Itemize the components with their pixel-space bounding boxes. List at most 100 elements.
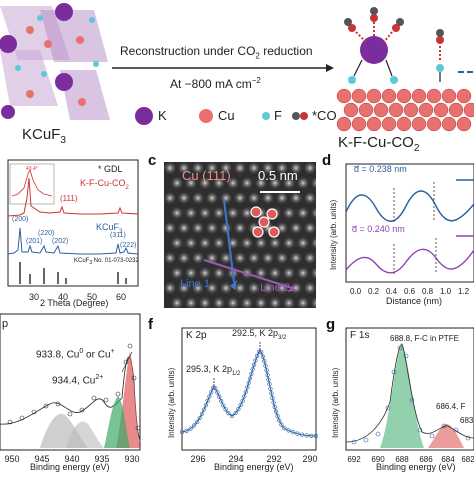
lattice-spot xyxy=(191,191,205,205)
k2p-svg: 296 294 292 290 Intensity (arb. units) xyxy=(167,327,319,464)
xrd-xtick: 60 xyxy=(116,292,126,302)
cu-atom xyxy=(441,88,457,104)
lattice-spot xyxy=(170,296,184,308)
cu-atom xyxy=(388,102,404,118)
k2p-point xyxy=(266,377,271,382)
k2p-xtick: 296 xyxy=(190,454,205,464)
profile-xtick: 1.0 xyxy=(440,287,452,296)
k2p-point xyxy=(279,422,284,427)
k2p-point xyxy=(254,353,260,359)
lattice-spot xyxy=(233,221,247,235)
lattice-spot xyxy=(275,251,289,265)
lattice-spot xyxy=(289,221,303,235)
lattice-spot xyxy=(219,221,233,235)
k2p-point xyxy=(260,354,266,359)
lattice-spot xyxy=(240,176,254,190)
lattice-spot xyxy=(289,191,303,205)
xrd-trace-top xyxy=(7,177,139,217)
lattice-spot xyxy=(233,162,247,175)
lattice-spot xyxy=(177,162,191,175)
k2p-xtick: 294 xyxy=(228,454,243,464)
xrd-peak-label: (311) xyxy=(110,232,126,239)
kcuf3-label: KCuF3 xyxy=(22,126,66,146)
hrtem-scale: 0.5 nm xyxy=(258,168,298,183)
scheme-legend xyxy=(135,107,308,125)
lattice-spot xyxy=(198,266,212,280)
arrow-text-2: At −800 mA cm−2 xyxy=(170,76,261,91)
legend-co-icon xyxy=(292,112,300,120)
lattice-spot xyxy=(247,162,261,175)
cu-atom xyxy=(336,88,352,104)
arrow-text-1: Reconstruction under CO2 reduction xyxy=(120,44,313,61)
lattice-spot xyxy=(226,176,240,190)
cu-atom xyxy=(396,88,412,104)
cu-atom xyxy=(343,102,359,118)
k2p-point xyxy=(184,428,189,433)
k2p-title: K 2p xyxy=(186,330,207,341)
panel-g-letter: g xyxy=(326,316,336,333)
cu-atom xyxy=(351,116,367,132)
cu-atom xyxy=(366,116,382,132)
legend-k-label: K xyxy=(158,108,167,123)
f1s-ann1: 688.8, F-C in PTFE xyxy=(390,334,459,343)
lattice-spot xyxy=(198,206,212,220)
lattice-spot xyxy=(303,162,316,175)
lattice-spot xyxy=(177,281,191,295)
lattice-spot xyxy=(212,296,226,308)
f1s-xtick: 688 xyxy=(395,455,409,464)
k2p-point xyxy=(219,398,224,404)
panel-c-letter: c xyxy=(148,152,157,169)
profiles-svg: 0.0 0.2 0.4 0.6 0.8 1.0 1.2 Intensity (a… xyxy=(329,163,474,296)
k2p-point xyxy=(265,372,270,378)
lattice-spot xyxy=(268,236,282,250)
k2p-point xyxy=(197,415,202,421)
k2p-point xyxy=(247,376,253,381)
f1s-xtick: 692 xyxy=(347,455,361,464)
lattice-spot xyxy=(198,236,212,250)
panel-b-xrd: 30 40 50 60 43.4° * GDL K-F-Cu-CO2 (111)… xyxy=(0,158,150,308)
f1s-svg: 692 690 688 686 684 682 Intensity (arb. … xyxy=(331,327,474,464)
f1s-xtick: 686 xyxy=(419,455,433,464)
k2p-point xyxy=(268,386,273,391)
lattice-spot xyxy=(282,176,296,190)
cu-atom xyxy=(418,102,434,118)
xrd-xtick: 40 xyxy=(58,292,68,302)
legend-k-icon xyxy=(135,107,153,125)
lattice-spot xyxy=(184,266,198,280)
profile-xtick: 0.0 xyxy=(350,287,362,296)
lattice-spot xyxy=(240,236,254,250)
xrd-reference-label: KCuF3 No. 01-073-0232 xyxy=(74,258,139,267)
lattice-spot xyxy=(261,281,275,295)
cu-atom xyxy=(358,102,374,118)
k2p-point xyxy=(215,390,220,395)
lattice-spot xyxy=(303,251,316,265)
lattice-spot xyxy=(205,281,219,295)
k2p-point xyxy=(233,410,238,416)
k2p-data-points xyxy=(179,349,319,439)
panel-d-letter: d xyxy=(322,152,332,169)
lattice-spot xyxy=(219,191,233,205)
lattice-spot xyxy=(212,266,226,280)
lattice-spot xyxy=(268,266,282,280)
lattice-spot xyxy=(205,221,219,235)
f1s-xtick: 684 xyxy=(441,455,455,464)
lattice-spot xyxy=(219,281,233,295)
cu2p-svg: 950 945 940 935 930 xyxy=(0,313,141,464)
k2p-point xyxy=(243,389,248,395)
xrd-peak-label: (202) xyxy=(52,238,69,245)
lattice-spot xyxy=(177,251,191,265)
k2p-point xyxy=(269,391,274,396)
k2p-point xyxy=(262,359,267,364)
lattice-spot xyxy=(164,221,177,235)
cu-atom xyxy=(426,116,442,132)
lattice-spot xyxy=(240,296,254,308)
lattice-spot xyxy=(191,162,205,175)
xrd-peak-label: (200) xyxy=(12,216,29,223)
xrd-trace-top-label: K-F-Cu-CO2 xyxy=(80,178,129,191)
profile-xlabel: Distance (nm) xyxy=(386,296,443,306)
k2p-point xyxy=(229,413,235,419)
legend-f-icon xyxy=(262,112,270,120)
lattice-spot xyxy=(296,236,310,250)
lattice-spot xyxy=(170,236,184,250)
xrd-peak-label: (222) xyxy=(120,242,137,249)
